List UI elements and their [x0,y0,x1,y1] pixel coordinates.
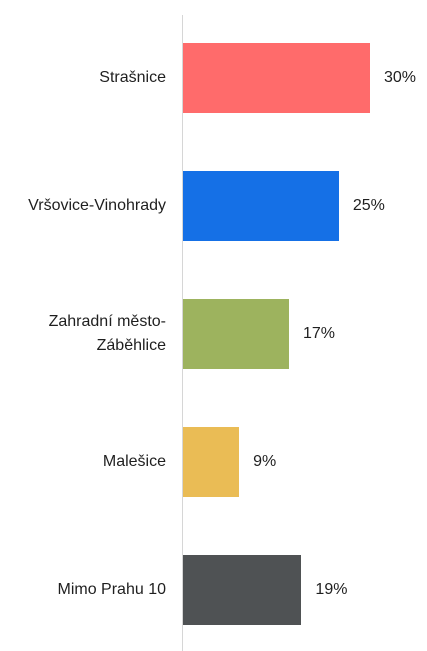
value-label: 9% [253,453,277,470]
category-axis [182,15,183,651]
category-label: Zahradní město-Záběhlice [48,313,166,354]
bar [183,427,240,497]
category-label: Malešice [102,453,166,470]
value-label: 30% [384,69,417,86]
value-label: 17% [302,325,335,342]
category-label: Strašnice [99,69,166,86]
bar [183,171,339,241]
bar [183,43,370,113]
value-label: 25% [352,197,385,214]
bar [183,555,302,625]
value-label: 19% [315,581,348,598]
category-label: Vršovice-Vinohrady [28,197,166,214]
bar [183,299,289,369]
category-label: Mimo Prahu 10 [57,581,167,598]
